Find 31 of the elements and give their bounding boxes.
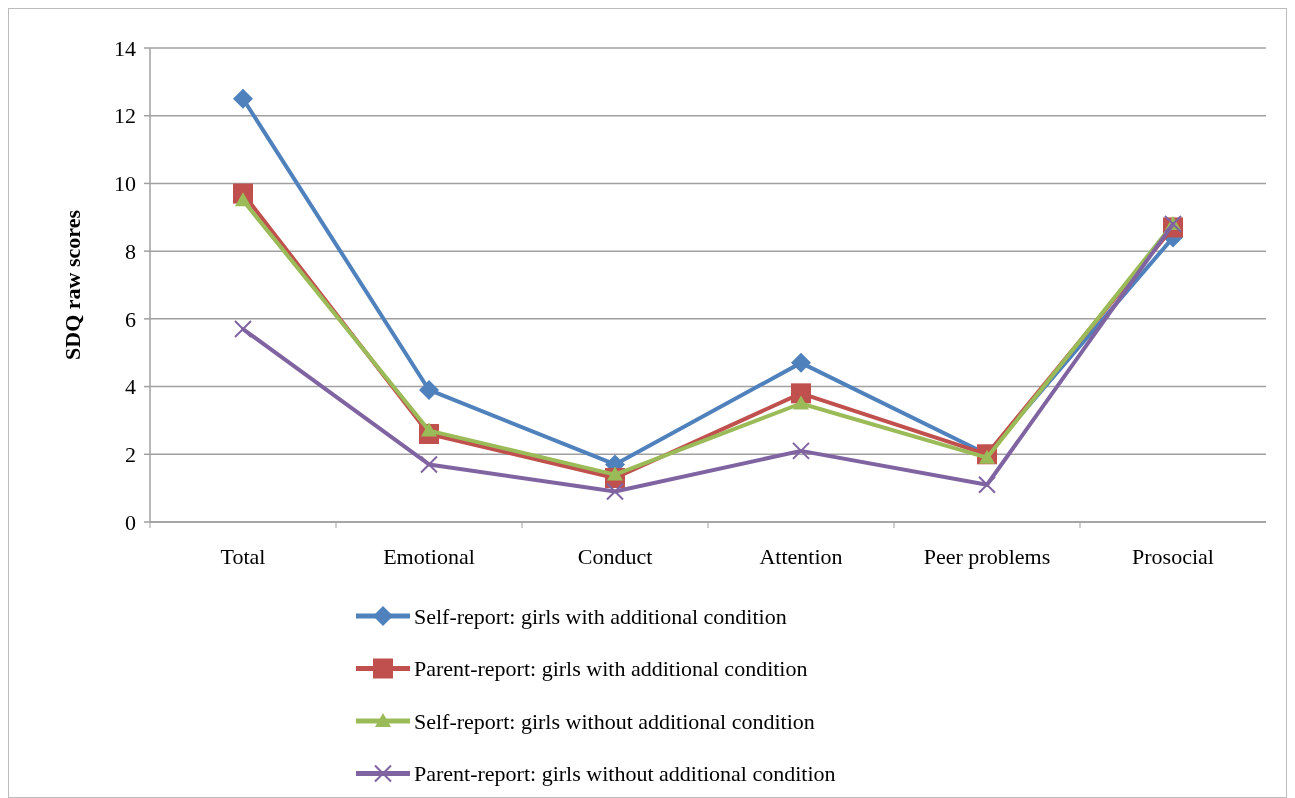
y-tick-label: 4 [125,374,136,400]
y-tick-label: 0 [125,509,136,535]
point [791,352,811,373]
point [420,455,438,474]
point [978,475,996,494]
legend-label: Self-report: girls with additional condition [414,603,787,629]
point [421,422,437,437]
legend-label: Parent-report: girls with additional condition [414,656,808,682]
x-tick-label: Peer problems [923,544,1051,569]
point [793,395,809,410]
x-tick-label: Attention [759,544,843,569]
point [233,88,253,109]
x-tick-label: Prosocial [1132,544,1214,569]
y-tick-label: 12 [114,103,136,129]
point [791,383,811,404]
legend-label: Self-report: girls without additional condition [414,708,815,734]
point [234,320,252,339]
point [419,379,439,400]
y-tick-label: 2 [125,441,136,467]
x-tick-label: Total [220,544,266,569]
x-tick-label: Conduct [577,544,653,569]
point [607,466,623,481]
y-tick-label: 14 [114,35,136,61]
y-axis-title: SDQ raw scores [60,209,85,360]
point [606,482,624,501]
y-tick-label: 10 [114,171,136,197]
y-tick-label: 6 [125,306,136,332]
y-tick-label: 8 [125,238,136,264]
point [792,441,810,460]
legend-label: Parent-report: girls without additional condition [414,761,836,787]
x-tick-label: Emotional [383,544,475,569]
